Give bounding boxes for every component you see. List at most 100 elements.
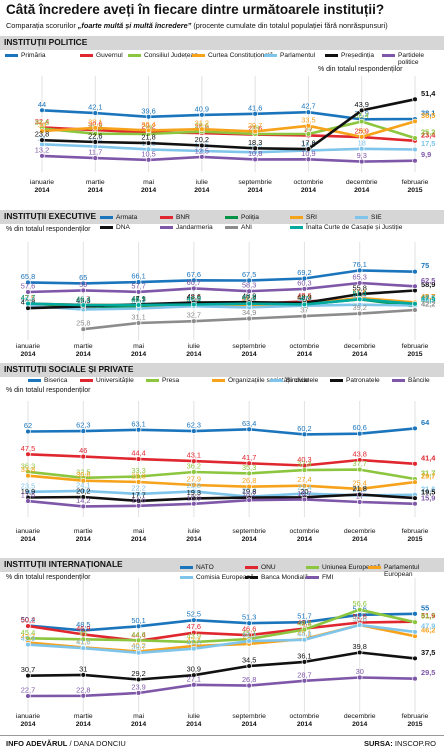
data-point [135, 279, 142, 285]
data-label: 27,9 [187, 474, 201, 483]
legend-label: Presa [162, 377, 180, 384]
data-point [301, 286, 308, 292]
legend-label: Biserica [44, 377, 68, 384]
legend-swatch [80, 54, 93, 57]
panel-header [0, 558, 444, 572]
data-point [199, 154, 205, 160]
data-point [412, 655, 418, 662]
data-label: 30,9 [187, 665, 201, 674]
data-point [246, 460, 252, 467]
data-label: 69,2 [297, 268, 311, 277]
data-label: 45,8 [21, 295, 35, 304]
data-point [25, 472, 31, 479]
data-point [412, 283, 418, 290]
data-point [80, 693, 87, 699]
data-label: 21,2 [353, 485, 367, 494]
data-label: 39,6 [141, 106, 155, 115]
data-point [356, 267, 363, 274]
data-point [25, 279, 31, 286]
legend-swatch [212, 379, 225, 382]
series-line-armata [27, 269, 416, 285]
legend-label: SIE [371, 214, 382, 221]
data-point [80, 280, 87, 287]
data-label: 19,3 [187, 488, 201, 497]
data-label: 47,7 [21, 293, 35, 302]
series-line-partidele-politice [41, 154, 416, 163]
chart: ianuarie 2014 martie 2014 mai 2014 iulie 2014 se… [30, 76, 436, 194]
data-label: 42,7 [301, 102, 315, 111]
data-label: 46,6 [242, 625, 256, 634]
data-label: 31,6 [35, 118, 49, 127]
data-label: 43,2 [242, 633, 256, 642]
data-point [246, 483, 252, 490]
x-tick-label: ianuarie 2014 [16, 713, 40, 728]
data-point [246, 315, 252, 322]
data-point [199, 142, 205, 149]
data-point [358, 146, 365, 152]
data-label: 37 [300, 306, 308, 315]
data-label: 22,4 [297, 483, 311, 492]
data-point [39, 128, 45, 134]
chart: ianuarie 2014 martie 2014 mai 2014 iulie 2014 se… [16, 578, 435, 728]
data-label: 41,5 [76, 638, 90, 647]
data-point [356, 466, 363, 473]
data-label: 47,5 [21, 293, 35, 302]
series-line-consiliul-jude-ean [41, 120, 416, 140]
footer-credit: INFO ADEVĂRUL / DANA DONCIU [6, 739, 126, 748]
data-label: 40,9 [195, 104, 209, 113]
data-label: 41,3 [187, 638, 201, 647]
data-point [80, 503, 87, 510]
legend-swatch [290, 226, 303, 229]
legend-label: Băncile [408, 377, 430, 384]
legend-item: Parlamentul European [368, 564, 444, 578]
data-point [412, 675, 418, 682]
data-point [135, 427, 142, 433]
data-point [412, 479, 418, 485]
data-label: 10,8 [248, 149, 262, 158]
data-point [135, 690, 142, 696]
data-label: 22,8 [76, 685, 90, 694]
data-label: 27,6 [248, 124, 262, 133]
data-label: 50,4 [21, 615, 35, 624]
data-label: 32,1 [88, 117, 102, 126]
data-label: 25,2 [421, 128, 435, 137]
data-label: 27,4 [297, 475, 311, 484]
data-label: 47,5 [421, 293, 435, 302]
data-label: 55,8 [353, 284, 367, 293]
data-label: 38,1 [421, 109, 435, 118]
data-label: 48,8 [297, 619, 311, 628]
data-label: 47,1 [131, 294, 145, 303]
legend-swatch [264, 54, 277, 57]
legend-label: Universitățile [96, 377, 134, 384]
data-point [252, 128, 258, 135]
data-point [80, 672, 87, 678]
data-label: 33,5 [301, 115, 315, 124]
data-point [80, 326, 87, 332]
series-line-fmi [27, 676, 416, 698]
legend-item: SIE [355, 214, 382, 221]
data-label: 23,4 [421, 130, 436, 139]
data-label: 18,2 [242, 490, 256, 499]
data-label: 51,7 [297, 612, 311, 621]
data-label: 25,4 [353, 478, 367, 487]
data-label: 17,5 [421, 139, 435, 148]
data-point [191, 672, 197, 678]
x-tick-label: decembrie 2014 [344, 713, 376, 728]
data-label: 44,6 [131, 630, 145, 639]
legend-item: Guvernul [80, 52, 123, 59]
data-point [135, 456, 142, 462]
data-label: 23,8 [187, 481, 201, 490]
data-label: 51,7 [421, 612, 435, 621]
legend-label: Înalta Curte de Casație și Justiție [306, 224, 403, 231]
x-tick-label: septembrie 2014 [232, 713, 266, 728]
data-point [135, 302, 142, 308]
x-tick-label: martie 2014 [86, 179, 105, 194]
x-tick-label: februarie 2015 [402, 713, 429, 728]
data-label: 44,8 [297, 629, 311, 638]
data-point [135, 623, 142, 630]
data-label: 45 [79, 629, 87, 638]
data-label: 51,4 [421, 89, 436, 98]
data-label: 17,6 [21, 491, 35, 500]
series-line-b-ncile [27, 498, 416, 508]
data-point [305, 109, 312, 115]
